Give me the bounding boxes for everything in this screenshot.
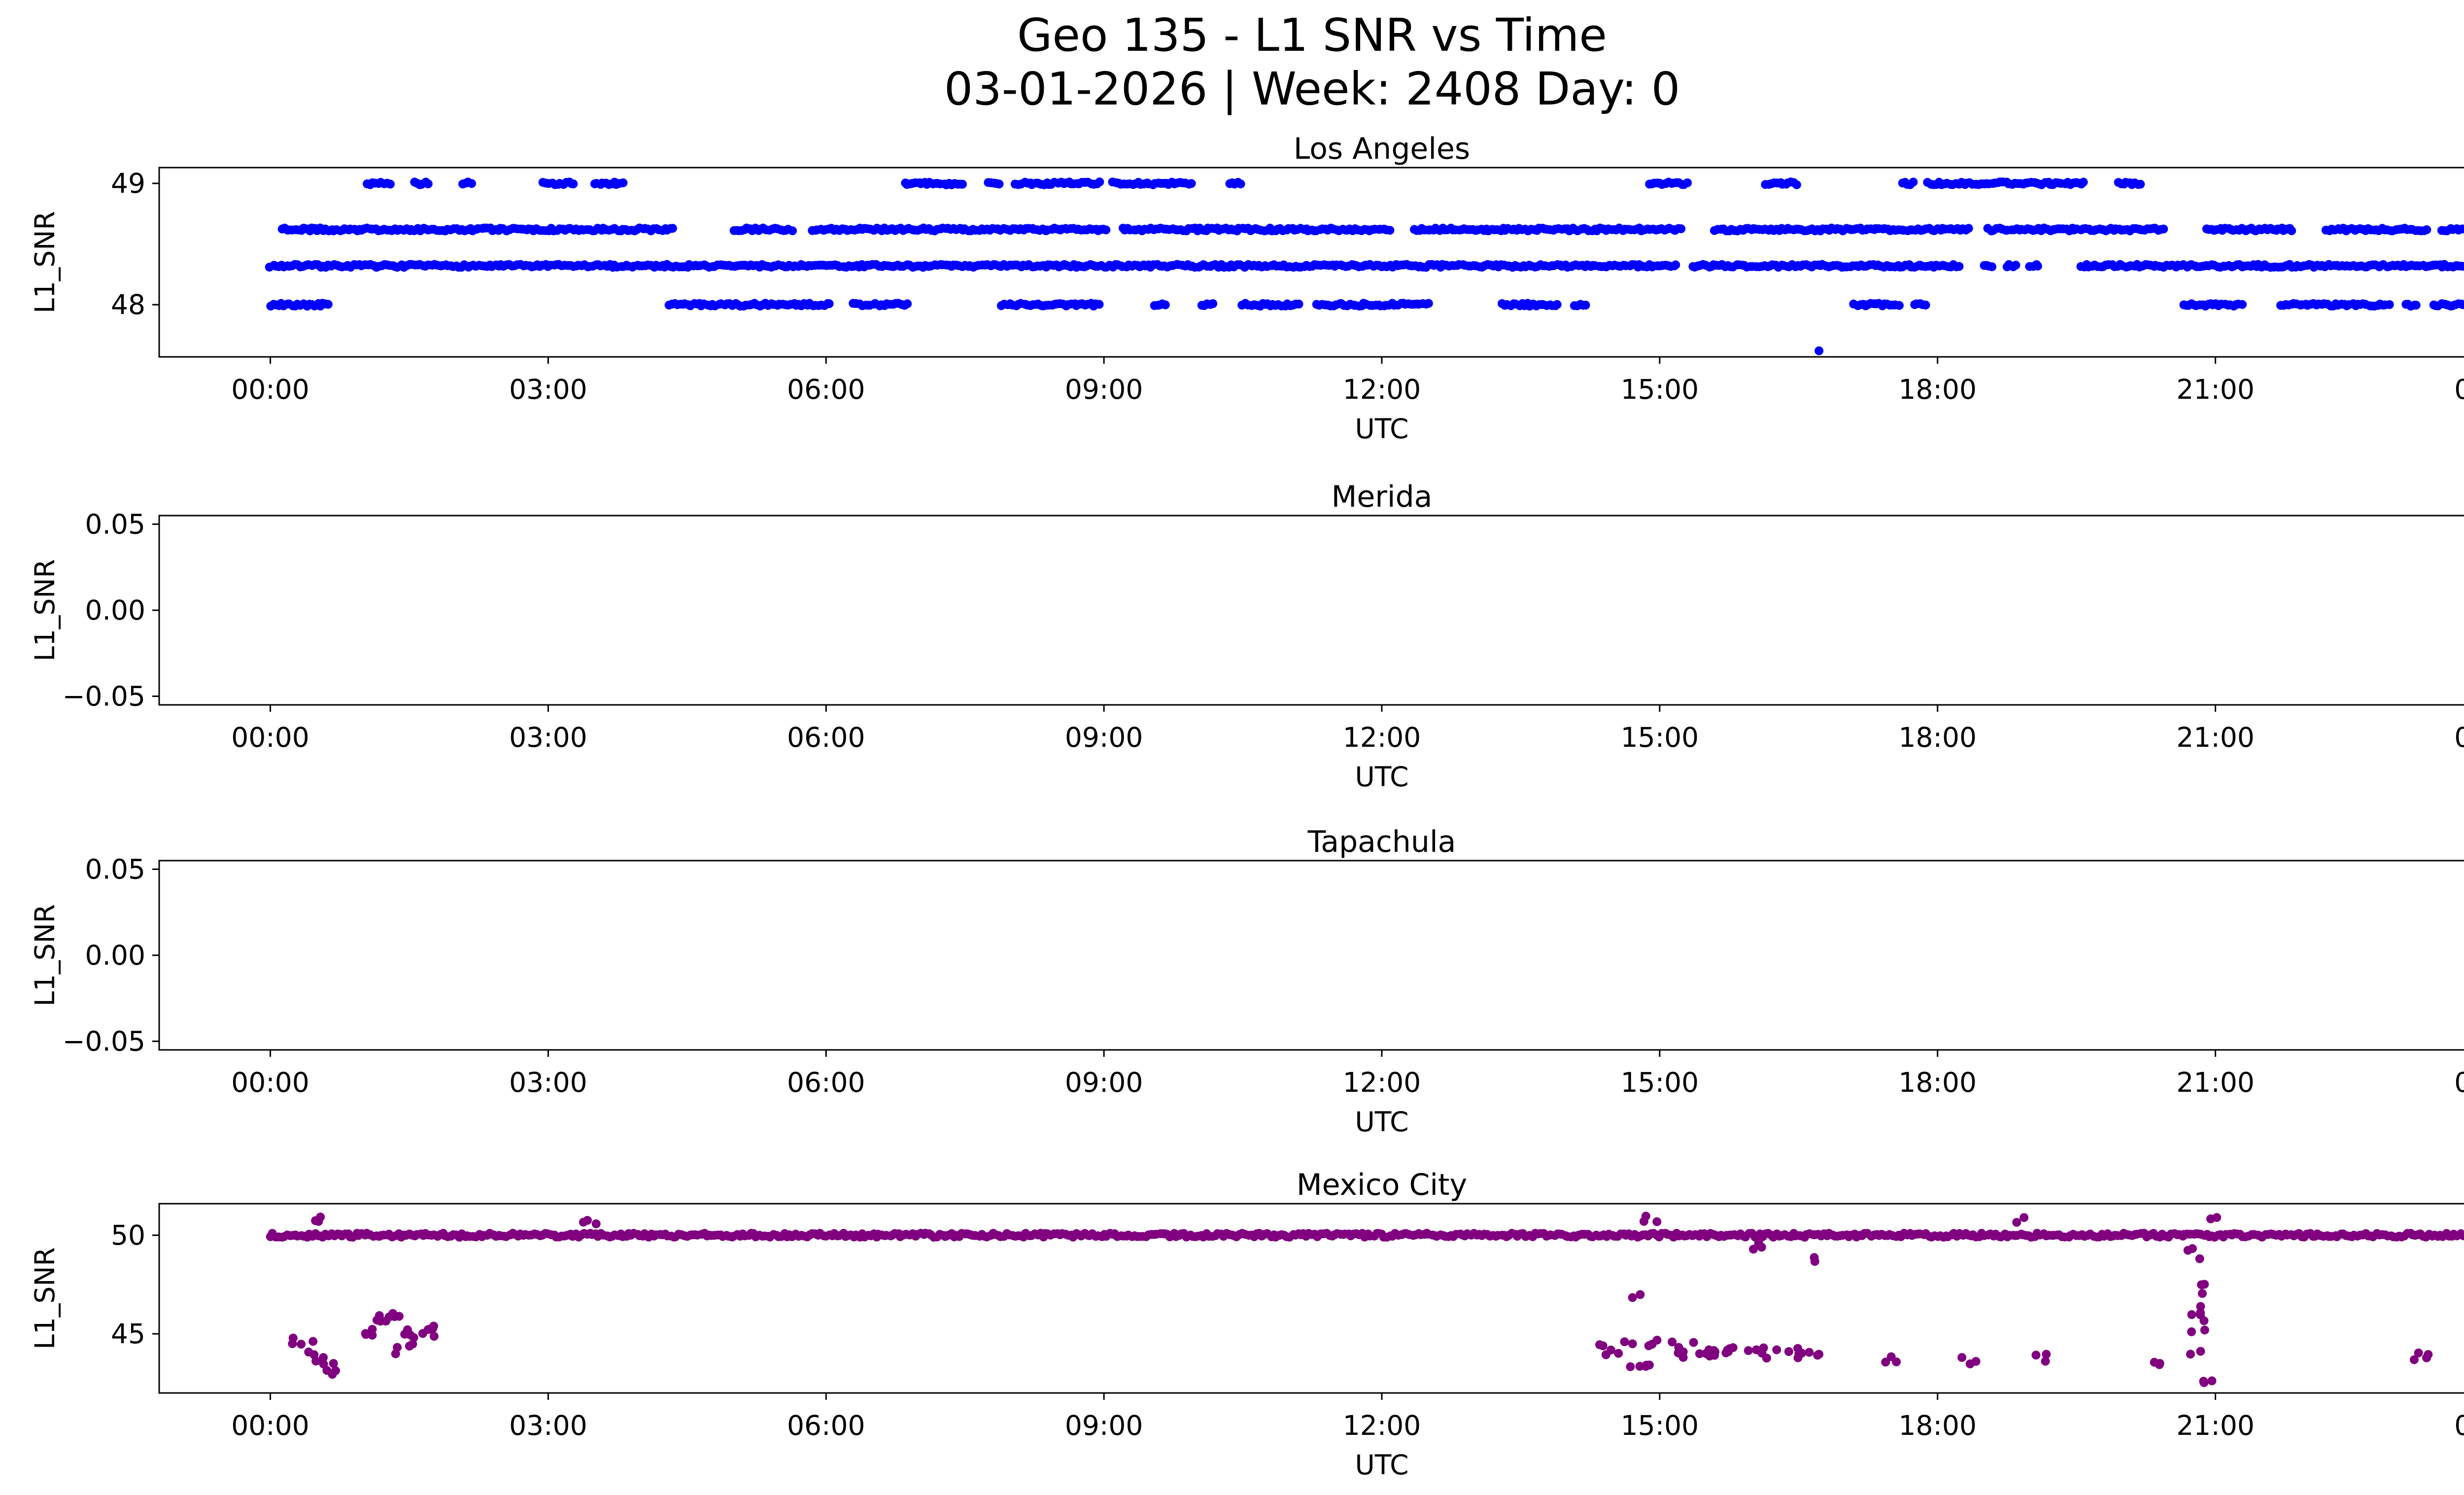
x-tick-label: 00:00 xyxy=(2454,374,2464,405)
x-tick-label: 15:00 xyxy=(1621,1067,1699,1098)
x-tick-label: 18:00 xyxy=(1898,1067,1977,1098)
chart-canvas: Merida 00:00 03:00 06:00 09:00 12:00 15:00 18:0… xyxy=(29,480,2464,793)
subplot-los-angeles: Los Angeles 00:00 03:00 06:00 09:00 12:00 15:0… xyxy=(0,108,2464,453)
y-tick-label: 0.00 xyxy=(85,594,145,626)
axes-frame xyxy=(158,860,2464,1051)
y-axis-label: L1_SNR xyxy=(29,904,61,1006)
figure-title-line1: Geo 135 - L1 SNR vs Time xyxy=(1017,9,1607,62)
x-tick-label: 06:00 xyxy=(787,722,865,753)
x-tick-label: 00:00 xyxy=(231,722,309,753)
x-tick-label: 03:00 xyxy=(509,1410,587,1441)
y-tick-label: 0.00 xyxy=(85,939,145,971)
x-tick-label: 00:00 xyxy=(231,1067,309,1098)
x-tick-label: 03:00 xyxy=(509,1067,587,1098)
subplot-title: Merida xyxy=(1332,480,1433,514)
subplot-title: Los Angeles xyxy=(1294,132,1470,166)
x-tick-label: 03:00 xyxy=(509,722,587,753)
x-tick-label: 15:00 xyxy=(1621,374,1699,405)
x-tick-label: 21:00 xyxy=(2176,1410,2255,1441)
x-tick-label: 09:00 xyxy=(1065,374,1143,405)
x-tick-label: 00:00 xyxy=(2454,1067,2464,1098)
subplot-mexico-city: Mexico City 00:00 03:00 06:00 09:00 12:00 15:0… xyxy=(0,1145,2464,1490)
axes-frame xyxy=(158,515,2464,706)
y-tick-label: 45 xyxy=(111,1318,145,1350)
y-tick-label: 0.05 xyxy=(85,853,145,885)
y-tick-label: 49 xyxy=(111,168,145,199)
x-tick-label: 12:00 xyxy=(1343,722,1421,753)
x-tick-label: 21:00 xyxy=(2176,722,2255,753)
y-tick-label: 50 xyxy=(111,1219,145,1251)
x-tick-label: 18:00 xyxy=(1898,1410,1977,1441)
y-axis-label: L1_SNR xyxy=(29,1247,61,1349)
x-tick-label: 00:00 xyxy=(231,374,309,405)
x-tick-label: 15:00 xyxy=(1621,1410,1699,1441)
x-tick-label: 00:00 xyxy=(2454,1410,2464,1441)
subplot-title: Tapachula xyxy=(1307,825,1456,859)
x-tick-label: 06:00 xyxy=(787,1067,865,1098)
x-tick-label: 03:00 xyxy=(509,374,587,405)
scatter-points xyxy=(266,1212,2464,1388)
y-axis-label: L1_SNR xyxy=(29,559,61,661)
figure-title-line2: 03-01-2026 | Week: 2408 Day: 0 xyxy=(944,62,1680,115)
y-tick-label: −0.05 xyxy=(62,681,145,712)
y-tick-label: 0.05 xyxy=(85,508,145,540)
x-tick-label: 18:00 xyxy=(1898,722,1977,753)
x-axis-label: UTC xyxy=(1355,1106,1408,1138)
x-axis-label: UTC xyxy=(1355,413,1408,445)
x-tick-label: 12:00 xyxy=(1343,1067,1421,1098)
y-tick-label: −0.05 xyxy=(62,1026,145,1057)
x-tick-label: 09:00 xyxy=(1065,1067,1143,1098)
x-tick-label: 15:00 xyxy=(1621,722,1699,753)
chart-canvas: Tapachula 00:00 03:00 06:00 09:00 12:00 15:00 1… xyxy=(29,825,2464,1138)
subplot-merida: Merida 00:00 03:00 06:00 09:00 12:00 15:00 18:0… xyxy=(0,456,2464,801)
scatter-points xyxy=(265,177,2464,355)
x-tick-label: 00:00 xyxy=(231,1410,309,1441)
subplot-title: Mexico City xyxy=(1297,1168,1467,1202)
x-tick-label: 18:00 xyxy=(1898,374,1977,405)
figure-title: Geo 135 - L1 SNR vs Time 03-01-2026 | We… xyxy=(0,9,2464,116)
x-tick-label: 06:00 xyxy=(787,374,865,405)
y-axis-label: L1_SNR xyxy=(29,211,61,313)
x-tick-label: 12:00 xyxy=(1343,374,1421,405)
chart-canvas: Mexico City 00:00 03:00 06:00 09:00 12:00 15:0… xyxy=(29,1168,2464,1481)
x-tick-label: 21:00 xyxy=(2176,374,2255,405)
subplot-tapachula: Tapachula 00:00 03:00 06:00 09:00 12:00 15:00 1… xyxy=(0,801,2464,1147)
y-tick-label: 48 xyxy=(111,289,145,320)
x-tick-label: 09:00 xyxy=(1065,1410,1143,1441)
x-tick-label: 06:00 xyxy=(787,1410,865,1441)
x-tick-label: 21:00 xyxy=(2176,1067,2255,1098)
x-axis-label: UTC xyxy=(1355,761,1408,793)
chart-canvas: Los Angeles 00:00 03:00 06:00 09:00 12:00 15:0… xyxy=(29,132,2464,445)
x-tick-label: 12:00 xyxy=(1343,1410,1421,1441)
x-tick-label: 09:00 xyxy=(1065,722,1143,753)
x-tick-label: 00:00 xyxy=(2454,722,2464,753)
x-axis-label: UTC xyxy=(1355,1449,1408,1481)
